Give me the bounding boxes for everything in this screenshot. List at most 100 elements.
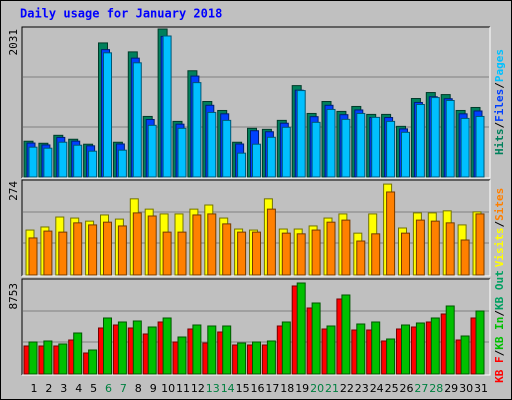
bar [237, 231, 247, 276]
bar [401, 131, 410, 178]
bar [281, 126, 291, 178]
x-tick-label: 27 [414, 382, 428, 395]
x-tick-label: 1 [31, 382, 38, 395]
x-tick-label: 14 [221, 382, 235, 395]
legend-entry: Visits [493, 228, 506, 268]
bar [147, 124, 157, 178]
legend: KB F/KB In/KB Out [493, 270, 506, 383]
bar [117, 225, 127, 276]
bar [371, 233, 381, 276]
x-tick-label: 26 [400, 382, 414, 395]
bar [192, 82, 202, 178]
x-tick-label: 28 [429, 382, 443, 395]
panel-border [21, 179, 490, 276]
bar [341, 118, 351, 178]
bar [445, 305, 455, 375]
bar [311, 302, 321, 375]
bar [460, 239, 470, 276]
bar [401, 232, 410, 276]
panel-border [22, 180, 491, 277]
legend-entry: Files [493, 89, 506, 122]
bar [192, 214, 202, 276]
legend-entry: KB F [493, 356, 506, 383]
panel-border [22, 279, 491, 376]
bar [311, 229, 321, 276]
chart-title: Daily usage for January 2018 [20, 7, 222, 21]
bar [222, 223, 232, 276]
bar [162, 35, 172, 178]
legend-separator: / [493, 122, 506, 129]
bar [222, 119, 232, 178]
legend-entry: Hits [493, 129, 506, 156]
legend-entry: Sites [493, 188, 506, 221]
bar [281, 321, 291, 375]
bar [43, 230, 53, 276]
legend-separator: / [493, 349, 506, 356]
bar [207, 325, 217, 375]
x-tick-label: 23 [355, 382, 369, 395]
x-tick-label: 4 [75, 382, 82, 395]
x-tick-label: 5 [90, 382, 97, 395]
bar [192, 324, 202, 375]
bar [475, 213, 485, 276]
panel-border [21, 26, 490, 178]
bar [326, 221, 336, 276]
bar [415, 103, 425, 178]
bar [58, 141, 68, 178]
x-tick-label: 24 [370, 382, 384, 395]
bar [132, 320, 142, 375]
legend-separator: / [493, 221, 506, 228]
bar [177, 231, 187, 276]
bar [326, 325, 336, 375]
bar [430, 220, 440, 276]
bar [430, 97, 440, 178]
x-tick-label: 12 [191, 382, 205, 395]
x-tick-label: 15 [236, 382, 250, 395]
x-tick-label: 29 [444, 382, 458, 395]
bar [117, 321, 127, 375]
bar [162, 231, 172, 276]
x-tick-label: 18 [280, 382, 294, 395]
x-tick-label: 9 [150, 382, 157, 395]
bar [296, 233, 306, 276]
x-tick-label: 25 [385, 382, 399, 395]
bar [371, 321, 381, 375]
bar [177, 127, 187, 178]
x-tick-label: 7 [120, 382, 127, 395]
bar [356, 112, 366, 178]
bar [88, 150, 98, 178]
x-tick-label: 17 [265, 382, 279, 395]
bar [162, 317, 172, 375]
bar [147, 215, 157, 276]
bar [371, 116, 381, 178]
bar [252, 231, 261, 276]
bar [237, 152, 247, 178]
bar [207, 111, 217, 178]
bar [415, 219, 425, 276]
bar [222, 325, 232, 375]
x-tick-label: 30 [459, 382, 473, 395]
x-tick-label: 10 [161, 382, 175, 395]
panel-border [21, 278, 490, 375]
bar [266, 340, 276, 375]
legend-entry: Pages [493, 49, 506, 82]
bar [43, 147, 53, 178]
bar [296, 282, 306, 375]
bar [88, 349, 98, 375]
bar [386, 120, 396, 178]
bar [28, 237, 38, 276]
bar [430, 317, 440, 375]
bar [460, 117, 470, 178]
x-tick-label: 31 [474, 382, 488, 395]
x-tick-label: 21 [325, 382, 339, 395]
legend-entry: KB In [493, 317, 506, 350]
legend-separator: / [493, 82, 506, 89]
x-tick-label: 22 [340, 382, 354, 395]
bar [401, 324, 410, 375]
bar [252, 143, 261, 178]
x-tick-label: 16 [251, 382, 265, 395]
y-tick-label: 8753 [7, 283, 20, 310]
bar [356, 323, 366, 375]
bar [58, 231, 68, 276]
